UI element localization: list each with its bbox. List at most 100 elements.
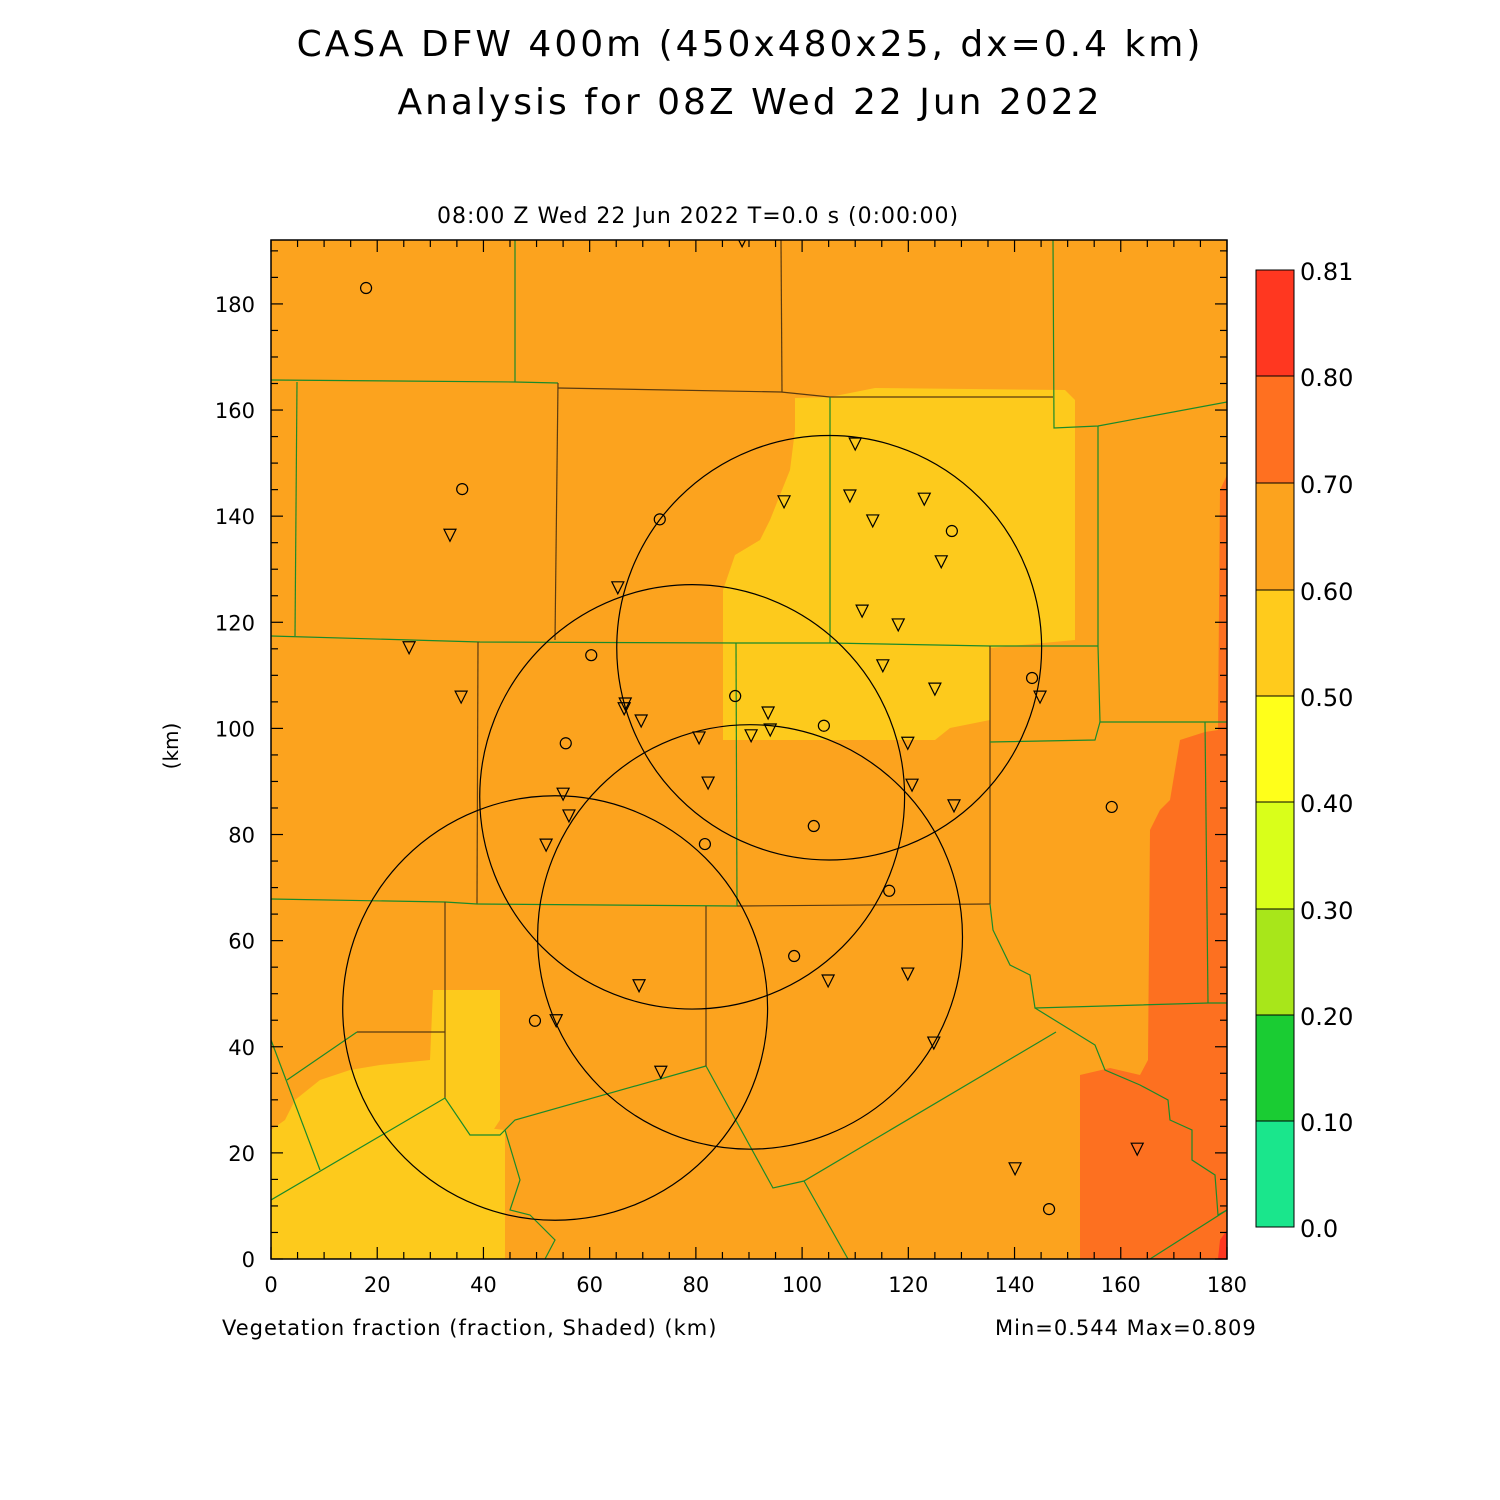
county-line — [271, 379, 559, 384]
plot-area — [271, 240, 1227, 1259]
county-line — [736, 903, 991, 907]
station-triangle-marker — [634, 714, 649, 729]
station-triangle-marker — [610, 581, 625, 596]
x-tick-label: 120 — [888, 1273, 928, 1297]
shading-0.8-0.81 — [1218, 1230, 1227, 1259]
colorbar-label: 0.0 — [1300, 1215, 1338, 1243]
county-line — [1204, 721, 1209, 1004]
colorbar-label: 0.20 — [1300, 1003, 1353, 1031]
x-tick-label: 80 — [683, 1273, 710, 1297]
axis-ticks — [270, 240, 1228, 1260]
colorbar-bin — [1255, 695, 1295, 803]
y-tick-label: 0 — [242, 1248, 255, 1272]
field-label: Vegetation fraction (fraction, Shaded) (… — [222, 1316, 718, 1340]
y-tick-label: 120 — [215, 611, 255, 635]
colorbar-label: 0.81 — [1300, 258, 1353, 286]
station-circle-marker — [1042, 1203, 1056, 1216]
x-tick-label: 20 — [364, 1273, 391, 1297]
x-tick-label: 100 — [782, 1273, 822, 1297]
county-boundaries — [271, 240, 1227, 1259]
colorbar-label: 0.50 — [1300, 684, 1353, 712]
station-circle-marker — [883, 884, 896, 897]
station-triangle-marker — [891, 618, 906, 633]
station-triangle-marker — [1033, 690, 1048, 705]
plot-subtitle-analysis-time: Analysis for 08Z Wed 22 Jun 2022 — [397, 82, 1103, 123]
colorbar-bin — [1255, 908, 1295, 1016]
station-triangle-marker — [875, 659, 890, 674]
station-triangle-marker — [900, 967, 915, 982]
colorbar: 0.0 0.10 0.20 0.30 0.40 0.50 0.60 0.70 0.80 0.81 — [1255, 258, 1353, 1243]
county-line — [294, 381, 298, 637]
radar-ring — [342, 795, 769, 1221]
colorbar-bin — [1255, 375, 1295, 484]
county-line — [1097, 426, 1227, 723]
station-circle-marker — [359, 281, 373, 295]
station-triangle-marker — [402, 641, 417, 656]
shading-0.5-0.6-north — [723, 388, 1075, 740]
y-tick-label: 20 — [228, 1142, 255, 1166]
station-triangle-marker — [763, 723, 778, 738]
colorbar-label: 0.80 — [1300, 364, 1353, 392]
station-circle-marker — [729, 689, 742, 703]
county-line — [557, 387, 831, 398]
station-triangle-marker — [865, 514, 880, 529]
stations — [359, 240, 1145, 1216]
county-line — [803, 1180, 849, 1259]
y-tick-label: 180 — [215, 293, 255, 317]
county-line — [271, 635, 1098, 647]
x-tick-label: 40 — [470, 1273, 497, 1297]
valid-time-label: 08:00 Z Wed 22 Jun 2022 T=0.0 s (0:00:00… — [437, 204, 960, 229]
station-triangle-marker — [927, 682, 942, 697]
station-triangle-marker — [926, 1036, 941, 1051]
station-triangle-marker — [618, 697, 633, 712]
shading-0.7-0.8-east — [1080, 475, 1227, 1259]
station-triangle-marker — [556, 787, 571, 802]
y-tick-label: 60 — [228, 930, 255, 954]
station-triangle-marker — [539, 838, 554, 853]
station-triangle-marker — [561, 809, 576, 824]
county-line — [271, 1065, 707, 1201]
colorbar-label: 0.10 — [1300, 1109, 1353, 1137]
radar-range-rings — [342, 434, 1043, 1221]
y-tick-label: 80 — [228, 824, 255, 848]
colorbar-bin — [1255, 1120, 1295, 1228]
county-line — [476, 903, 738, 907]
station-triangle-marker — [1008, 1162, 1023, 1177]
colorbar-bin — [1255, 269, 1295, 377]
station-circle-marker — [1105, 800, 1118, 814]
station-triangle-marker — [617, 702, 632, 717]
colorbar-bin — [1255, 1014, 1295, 1122]
station-triangle-marker — [917, 492, 932, 507]
station-triangle-marker — [701, 776, 716, 791]
x-tick-label: 0 — [264, 1273, 277, 1297]
station-triangle-marker — [947, 799, 961, 814]
station-triangle-marker — [744, 729, 759, 744]
county-line — [780, 240, 783, 393]
x-tick-label: 180 — [1207, 1273, 1247, 1297]
min-max-label: Min=0.544 Max=0.809 — [995, 1316, 1257, 1340]
y-tick-label: 100 — [215, 717, 255, 741]
radar-ring — [616, 434, 1043, 861]
colorbar-bin — [1255, 589, 1295, 697]
radar-ring — [537, 724, 964, 1150]
county-line — [989, 721, 1101, 743]
station-triangle-marker — [934, 555, 949, 570]
county-line — [476, 641, 479, 905]
county-line — [705, 1031, 1057, 1189]
station-triangle-marker — [855, 604, 870, 619]
station-circle-marker — [807, 819, 820, 833]
station-circle-marker — [788, 949, 801, 963]
county-line — [735, 642, 738, 907]
station-circle-marker — [585, 649, 598, 662]
station-triangle-marker — [848, 437, 863, 452]
station-circle-marker — [456, 482, 469, 496]
y-tick-label: 140 — [215, 505, 255, 529]
shading-0.5-0.6-southwest — [271, 990, 505, 1259]
county-line — [1034, 1007, 1227, 1216]
county-line — [504, 1129, 556, 1259]
county-line — [554, 382, 559, 641]
station-circle-marker — [698, 837, 712, 851]
station-triangle-marker — [761, 706, 776, 721]
colorbar-label: 0.70 — [1300, 471, 1353, 499]
